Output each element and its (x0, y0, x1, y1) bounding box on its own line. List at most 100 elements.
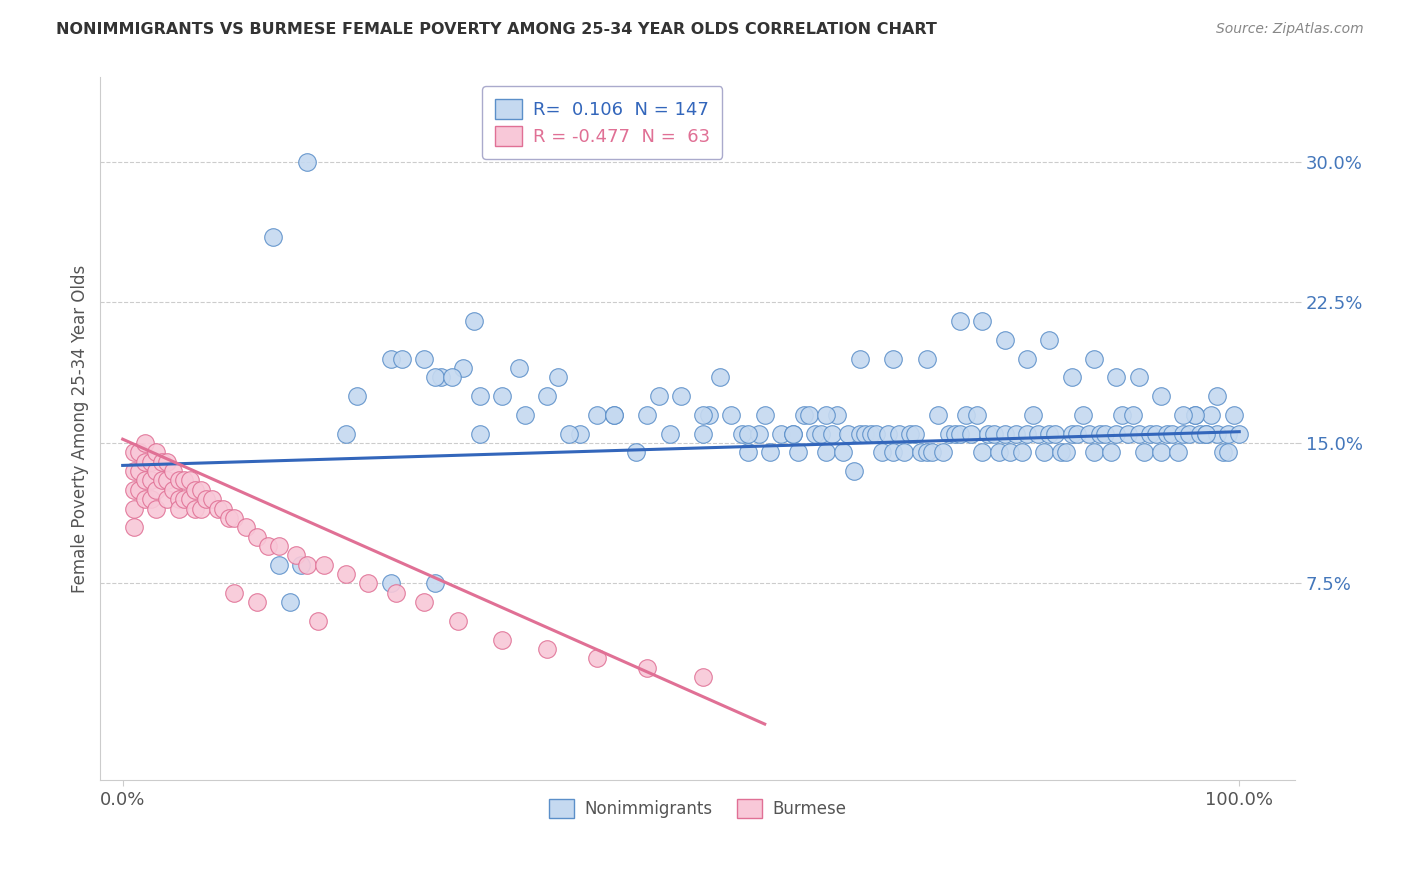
Point (134, 474, 156, 488)
Point (463, 314, 485, 328)
Point (413, 351, 436, 366)
Point (468, 389, 491, 403)
Point (748, 426, 770, 441)
Point (201, 492, 224, 507)
Point (145, 445, 167, 459)
Point (307, 614, 329, 628)
Point (1060, 426, 1083, 441)
Point (1150, 445, 1173, 459)
Point (380, 351, 402, 366)
Point (754, 408, 776, 422)
Point (669, 389, 692, 403)
Point (190, 501, 212, 516)
Point (831, 445, 853, 459)
Point (513, 408, 536, 422)
Point (1049, 445, 1071, 459)
Point (278, 595, 301, 609)
Point (425, 370, 447, 384)
Point (1133, 445, 1156, 459)
Point (224, 586, 246, 600)
Point (603, 408, 626, 422)
Point (167, 492, 190, 507)
Point (1222, 408, 1244, 422)
Point (173, 474, 195, 488)
Point (793, 408, 815, 422)
Point (385, 586, 408, 600)
Point (173, 492, 195, 507)
Point (262, 229, 284, 244)
Point (290, 558, 312, 572)
Point (927, 408, 949, 422)
Point (949, 314, 972, 328)
Point (1054, 445, 1077, 459)
Point (603, 408, 626, 422)
Point (720, 408, 742, 422)
Point (190, 483, 212, 497)
Point (1071, 408, 1094, 422)
Point (1032, 445, 1054, 459)
Point (184, 483, 207, 497)
Point (1161, 426, 1184, 441)
Point (218, 511, 240, 525)
Point (759, 445, 782, 459)
Point (1167, 445, 1189, 459)
Point (994, 426, 1017, 441)
Point (658, 426, 681, 441)
Point (335, 567, 357, 582)
Point (697, 408, 720, 422)
Point (915, 445, 938, 459)
Point (128, 483, 150, 497)
Point (1038, 333, 1060, 347)
Point (569, 426, 592, 441)
Point (346, 389, 368, 403)
Point (882, 445, 904, 459)
Point (994, 333, 1017, 347)
Point (1173, 426, 1195, 441)
Point (256, 539, 278, 553)
Point (1017, 351, 1039, 366)
Point (447, 614, 470, 628)
Point (1099, 445, 1122, 459)
Point (932, 445, 955, 459)
Point (949, 426, 972, 441)
Point (1201, 408, 1223, 422)
Point (357, 576, 380, 591)
Point (139, 492, 162, 507)
Point (637, 408, 659, 422)
Point (626, 445, 648, 459)
Point (295, 558, 318, 572)
Point (1178, 426, 1201, 441)
Point (1184, 408, 1206, 422)
Point (425, 576, 447, 591)
Point (972, 445, 994, 459)
Point (441, 370, 464, 384)
Point (1026, 426, 1049, 441)
Point (1206, 389, 1229, 403)
Point (536, 389, 558, 403)
Point (267, 539, 290, 553)
Point (195, 492, 218, 507)
Point (134, 492, 156, 507)
Point (893, 445, 915, 459)
Point (134, 436, 156, 450)
Point (731, 426, 754, 441)
Point (821, 426, 844, 441)
Point (810, 426, 832, 441)
Point (1184, 408, 1206, 422)
Point (134, 455, 156, 469)
Point (128, 464, 150, 478)
Point (782, 426, 804, 441)
Point (1128, 426, 1150, 441)
Point (122, 445, 145, 459)
Point (1156, 426, 1178, 441)
Point (692, 426, 714, 441)
Legend: Nonimmigrants, Burmese: Nonimmigrants, Burmese (543, 793, 853, 825)
Point (815, 445, 838, 459)
Point (770, 426, 793, 441)
Point (972, 314, 994, 328)
Point (179, 474, 201, 488)
Point (692, 408, 714, 422)
Point (162, 464, 184, 478)
Point (737, 426, 759, 441)
Point (312, 558, 335, 572)
